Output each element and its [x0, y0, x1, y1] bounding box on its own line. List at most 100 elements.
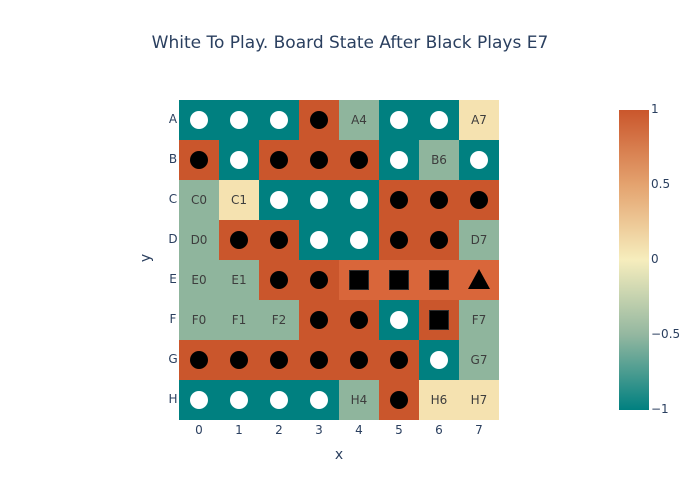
board-cell[interactable] — [219, 100, 259, 140]
board-cell[interactable] — [379, 100, 419, 140]
board-cell[interactable] — [459, 140, 499, 180]
board-cell[interactable] — [179, 100, 219, 140]
board-cell[interactable] — [419, 300, 459, 340]
cell-label: G7 — [470, 353, 488, 367]
white-stone — [470, 151, 488, 169]
board-cell[interactable] — [299, 260, 339, 300]
board-cell[interactable]: F1 — [219, 300, 259, 340]
board-cell[interactable] — [339, 340, 379, 380]
board-cell[interactable] — [259, 180, 299, 220]
black-stone — [430, 231, 448, 249]
black-stone — [310, 351, 328, 369]
black-stone — [310, 271, 328, 289]
board-cell[interactable]: F7 — [459, 300, 499, 340]
board-cell[interactable]: B6 — [419, 140, 459, 180]
square-marker-icon — [429, 270, 449, 290]
board-cell[interactable]: D0 — [179, 220, 219, 260]
cell-label: H4 — [350, 393, 368, 407]
board-cell[interactable] — [419, 220, 459, 260]
board-cell[interactable] — [339, 220, 379, 260]
board-cell[interactable] — [179, 340, 219, 380]
cell-label: A4 — [351, 113, 367, 127]
board-cell[interactable] — [379, 340, 419, 380]
board-cell[interactable] — [219, 140, 259, 180]
white-stone — [310, 231, 328, 249]
board-cell[interactable] — [299, 380, 339, 420]
board-cell[interactable]: H6 — [419, 380, 459, 420]
white-stone — [390, 111, 408, 129]
square-marker-icon — [429, 310, 449, 330]
cell-label: C0 — [190, 193, 207, 207]
board-cell[interactable] — [219, 220, 259, 260]
board-cell[interactable]: C0 — [179, 180, 219, 220]
board-cell[interactable] — [459, 260, 499, 300]
black-stone — [230, 351, 248, 369]
colorbar-tick-label: 0 — [651, 252, 659, 266]
board-cell[interactable]: D7 — [459, 220, 499, 260]
cell-label: F0 — [191, 313, 207, 327]
board-cell[interactable]: C1 — [219, 180, 259, 220]
cell-label: F2 — [271, 313, 287, 327]
cell-label: E1 — [231, 273, 247, 287]
y-tick-label: B — [168, 152, 178, 166]
white-stone — [310, 191, 328, 209]
board-cell[interactable]: E0 — [179, 260, 219, 300]
board-cell[interactable]: F2 — [259, 300, 299, 340]
board-cell[interactable]: A7 — [459, 100, 499, 140]
chart-title: White To Play. Board State After Black P… — [151, 33, 549, 53]
board-cell[interactable] — [179, 140, 219, 180]
board-cell[interactable] — [419, 100, 459, 140]
white-stone — [310, 391, 328, 409]
board-cell[interactable] — [379, 260, 419, 300]
board-cell[interactable]: H7 — [459, 380, 499, 420]
board-cell[interactable] — [379, 380, 419, 420]
board-cell[interactable] — [259, 100, 299, 140]
board-cell[interactable]: H4 — [339, 380, 379, 420]
game-board[interactable]: A4 A7 B6 C0 C1 D0 D7 E0 E1 F0 F1 F2 F7 G7 H4 H6 H7 — [179, 100, 499, 420]
board-cell[interactable] — [219, 380, 259, 420]
black-stone — [350, 151, 368, 169]
colorbar-tick-label: 0.5 — [651, 177, 671, 191]
board-cell[interactable] — [259, 380, 299, 420]
cell-label: H6 — [430, 393, 448, 407]
board-cell[interactable] — [339, 260, 379, 300]
board-cell[interactable] — [259, 140, 299, 180]
board-cell[interactable] — [339, 300, 379, 340]
black-stone — [310, 151, 328, 169]
board-cell[interactable] — [259, 260, 299, 300]
board-cell[interactable] — [379, 140, 419, 180]
board-cell[interactable] — [419, 340, 459, 380]
board-cell[interactable] — [459, 180, 499, 220]
board-cell[interactable] — [299, 140, 339, 180]
board-cell[interactable] — [379, 300, 419, 340]
board-cell[interactable] — [299, 300, 339, 340]
board-cell[interactable] — [299, 220, 339, 260]
board-cell[interactable] — [379, 180, 419, 220]
cell-label: B6 — [431, 153, 447, 167]
board-cell[interactable] — [219, 340, 259, 380]
board-cell[interactable] — [259, 220, 299, 260]
x-tick-label: 2 — [275, 423, 283, 437]
board-cell[interactable]: F0 — [179, 300, 219, 340]
y-tick-label: C — [168, 192, 178, 206]
board-cell[interactable] — [419, 260, 459, 300]
board-cell[interactable] — [299, 340, 339, 380]
board-cell[interactable]: G7 — [459, 340, 499, 380]
board-cell[interactable] — [339, 140, 379, 180]
board-cell[interactable] — [379, 220, 419, 260]
board-cell[interactable] — [259, 340, 299, 380]
colorbar-tick-label: 1 — [651, 102, 659, 116]
board-cell[interactable]: E1 — [219, 260, 259, 300]
board-cell[interactable] — [299, 180, 339, 220]
board-cell[interactable] — [419, 180, 459, 220]
x-tick-label: 3 — [315, 423, 323, 437]
board-cell[interactable]: A4 — [339, 100, 379, 140]
white-stone — [430, 351, 448, 369]
board-cell[interactable] — [179, 380, 219, 420]
board-cell[interactable] — [299, 100, 339, 140]
white-stone — [270, 391, 288, 409]
square-marker-icon — [389, 270, 409, 290]
black-stone — [270, 351, 288, 369]
colorbar — [619, 110, 649, 410]
board-cell[interactable] — [339, 180, 379, 220]
